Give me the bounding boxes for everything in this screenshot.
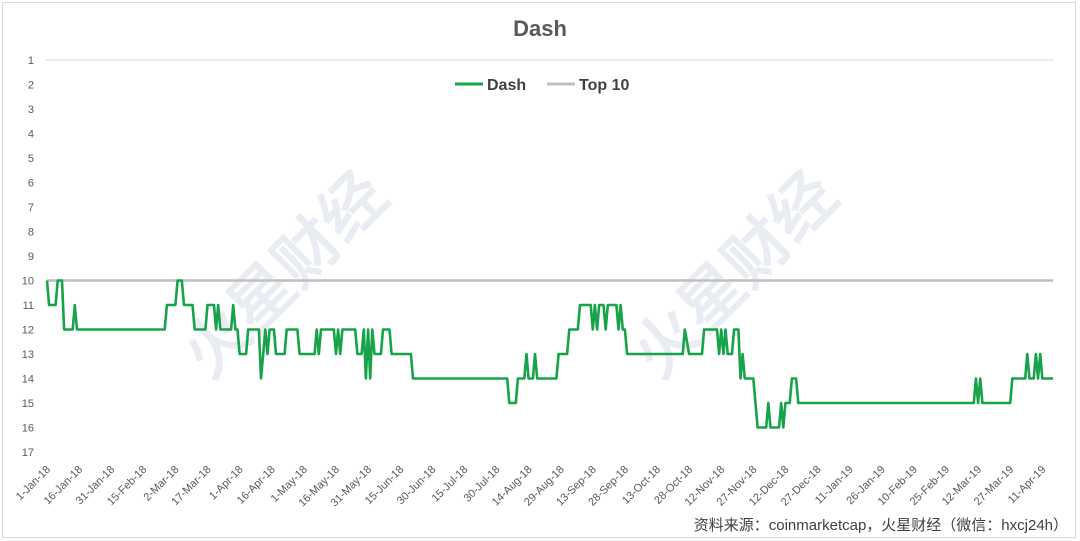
legend-label-dash: Dash (487, 77, 526, 94)
y-tick-label: 7 (28, 202, 34, 214)
y-tick-label: 5 (28, 153, 34, 165)
plot-area (45, 59, 1053, 429)
watermark-text-2: 火星财经 (618, 158, 850, 390)
y-tick-label: 8 (28, 227, 34, 239)
chart-title: Dash (513, 16, 567, 41)
y-tick-label: 9 (28, 251, 34, 263)
y-tick-label: 3 (28, 104, 34, 116)
y-tick-label: 4 (28, 129, 34, 141)
y-tick-label: 14 (22, 374, 34, 386)
y-tick-label: 13 (22, 349, 34, 361)
y-tick-label: 17 (22, 447, 34, 459)
y-tick-label: 15 (22, 398, 34, 410)
y-tick-label: 1 (28, 55, 34, 67)
y-tick-label: 2 (28, 80, 34, 92)
y-tick-label: 12 (22, 325, 34, 337)
x-axis-ticks: 1-Jan-1816-Jan-1831-Jan-1815-Feb-182-Mar… (14, 464, 1048, 510)
y-tick-label: 16 (22, 423, 34, 435)
legend-label-top10: Top 10 (579, 77, 629, 94)
y-tick-label: 10 (22, 276, 34, 288)
y-tick-label: 11 (23, 300, 34, 312)
series-line-dash (45, 279, 1053, 429)
legend: Dash Top 10 (455, 77, 629, 94)
source-caption: 资料来源：coinmarketcap，火星财经（微信：hxcj24h） (694, 517, 1068, 534)
y-tick-label: 6 (28, 178, 34, 190)
watermark-group: 火星财经 火星财经 (168, 158, 850, 390)
